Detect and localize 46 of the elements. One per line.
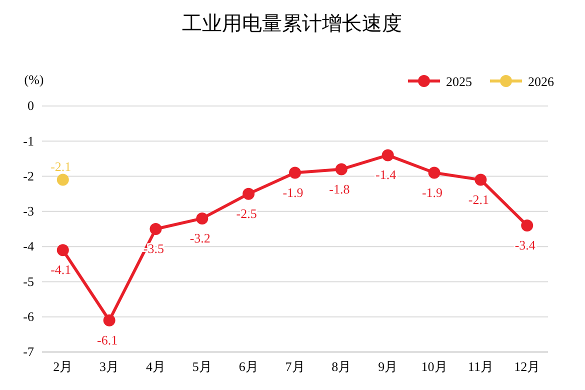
point: [521, 219, 534, 232]
x-tick-label: 8月: [332, 359, 352, 374]
y-tick-label: -4: [23, 238, 34, 254]
data-label: -4.1: [50, 262, 72, 278]
y-tick-label: -5: [23, 274, 34, 289]
y-axis-title: (%): [24, 72, 44, 87]
data-label: -1.8: [329, 181, 350, 196]
x-tick-label: 12月: [514, 359, 540, 374]
data-label: -2.1: [50, 158, 72, 174]
y-tick-label: -7: [23, 344, 34, 360]
x-tick-label: 9月: [378, 359, 398, 374]
data-label: -1.9: [422, 184, 443, 200]
x-tick-label: 4月: [146, 359, 166, 374]
y-tick-label: 0: [28, 98, 34, 114]
data-label: -6.1: [97, 332, 118, 348]
point: [56, 174, 69, 186]
data-label: -3.4: [514, 237, 536, 252]
data-label: -2.5: [236, 206, 257, 221]
x-tick-label: 7月: [285, 359, 305, 374]
point: [103, 314, 116, 326]
point: [382, 149, 394, 162]
x-tick-label: 6月: [238, 359, 258, 374]
point: [150, 223, 162, 235]
y-tick-label: -1: [23, 133, 34, 148]
point: [474, 174, 487, 186]
y-tick-label: -2: [23, 168, 34, 184]
chart-title: 工业用电量累计增长速度: [182, 13, 402, 35]
legend-label: 2025: [446, 74, 472, 89]
x-tick-label: 5月: [192, 359, 212, 374]
point: [242, 188, 255, 200]
data-label: -1.9: [282, 184, 304, 200]
x-tick-label: 2月: [53, 359, 73, 374]
data-label: -1.4: [376, 167, 397, 182]
point: [428, 166, 440, 179]
legend-label: 2026: [528, 74, 554, 89]
point: [196, 212, 208, 224]
x-tick-label: 11月: [468, 359, 494, 374]
point: [335, 163, 348, 176]
y-tick-label: -6: [23, 309, 34, 324]
x-tick-label: 10月: [421, 359, 448, 374]
data-label: -3.2: [190, 230, 210, 246]
y-tick-label: -3: [23, 204, 34, 219]
data-label: -2.1: [468, 192, 489, 207]
point: [289, 166, 301, 179]
point: [56, 244, 69, 256]
x-tick-label: 3月: [100, 359, 120, 374]
